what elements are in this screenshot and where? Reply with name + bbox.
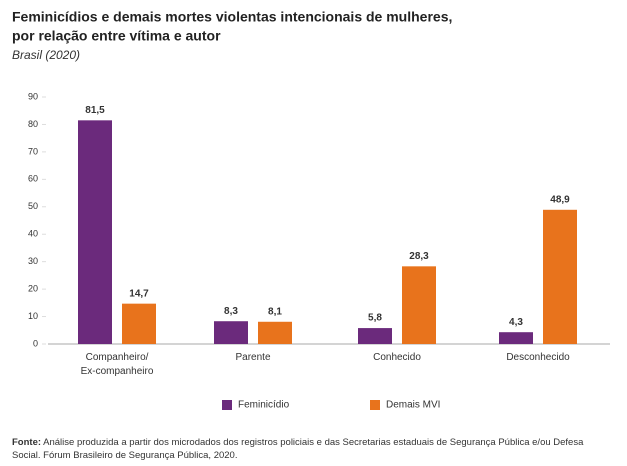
data-label: 8,3 <box>224 306 238 317</box>
data-label: 4,3 <box>509 317 523 328</box>
data-label: 14,7 <box>129 288 149 299</box>
data-label: 28,3 <box>409 251 429 262</box>
bar <box>499 332 533 344</box>
chart-subtitle: Brasil (2020) <box>12 48 80 62</box>
bar <box>78 120 112 344</box>
y-tick-label: 10 <box>28 311 38 321</box>
bar <box>402 266 436 344</box>
y-tick-label: 0 <box>33 338 38 348</box>
y-tick-label: 90 <box>28 91 38 101</box>
x-tick-label: Companheiro/Ex-companheiro <box>81 352 154 377</box>
legend-swatch <box>370 400 380 410</box>
legend-swatch <box>222 400 232 410</box>
source-label: Fonte: <box>12 437 42 448</box>
y-tick-label: 50 <box>28 201 38 211</box>
legend-label: Demais MVI <box>386 400 440 411</box>
y-tick-label: 60 <box>28 174 38 184</box>
y-tick-label: 40 <box>28 229 38 239</box>
y-tick-label: 20 <box>28 283 38 293</box>
bar <box>214 321 248 344</box>
source-text: Análise produzida a partir dos microdado… <box>12 437 584 461</box>
bar <box>258 321 292 344</box>
source: Fonte: Análise produzida a partir dos mi… <box>12 436 612 462</box>
chart-title: Feminicídios e demais mortes violentas i… <box>12 9 452 25</box>
x-tick-label: Desconhecido <box>506 352 570 363</box>
y-tick-label: 80 <box>28 119 38 129</box>
x-tick-label: Conhecido <box>373 352 421 363</box>
bar <box>122 303 156 344</box>
legend-label: Feminicídio <box>238 400 290 411</box>
y-tick-label: 70 <box>28 146 38 156</box>
data-label: 81,5 <box>85 105 105 116</box>
chart-title: por relação entre vítima e autor <box>12 28 221 44</box>
bar <box>543 209 577 344</box>
bar <box>358 328 392 344</box>
data-label: 8,1 <box>268 306 282 317</box>
data-label: 5,8 <box>368 313 382 324</box>
y-tick-label: 30 <box>28 256 38 266</box>
data-label: 48,9 <box>550 194 570 205</box>
x-tick-label: Parente <box>235 352 270 363</box>
